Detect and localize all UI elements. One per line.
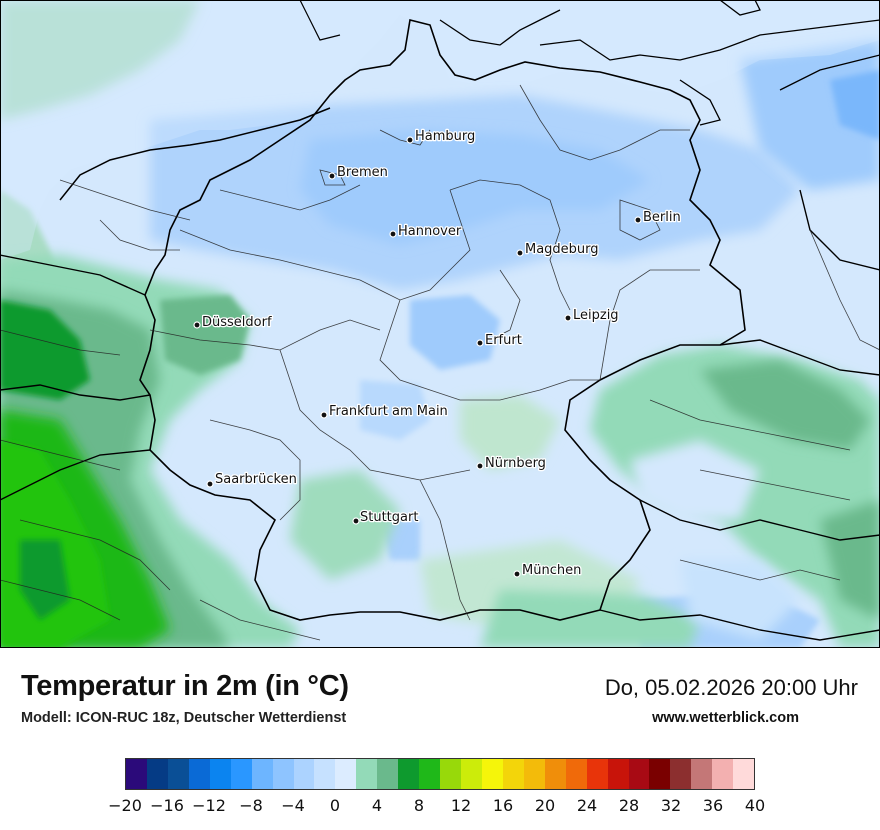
colorbar-swatch: [126, 759, 147, 789]
colorbar-swatch: [356, 759, 378, 789]
website-link[interactable]: www.wetterblick.com: [652, 710, 799, 726]
colorbar-swatch: [293, 759, 315, 789]
colorbar-swatch: [586, 759, 608, 789]
colorbar-tick-label: 36: [702, 796, 724, 815]
colorbar-tick-label: 40: [744, 796, 766, 815]
colorbar-swatch: [272, 759, 294, 789]
colorbar-tick-label: 24: [576, 796, 598, 815]
city-leipzig: Leipzig: [564, 307, 620, 324]
colorbar-swatch: [733, 759, 755, 789]
colorbar-swatch: [335, 759, 357, 789]
colorbar-swatch: [167, 759, 189, 789]
city-label: Saarbrücken: [215, 472, 297, 487]
city-hamburg: Hamburg: [406, 128, 477, 145]
colorbar-tick-label: 32: [660, 796, 682, 815]
city-marker: [328, 172, 336, 180]
city-label: Berlin: [643, 210, 681, 225]
colorbar-swatch: [419, 759, 441, 789]
colorbar-tick-label: 12: [450, 796, 472, 815]
city-marker: [406, 136, 414, 144]
city-marker: [634, 216, 642, 224]
colorbar-swatch: [565, 759, 587, 789]
city-marker: [193, 321, 201, 329]
city-label: Düsseldorf: [202, 315, 272, 330]
colorbar-tick-label: −20: [108, 796, 142, 815]
temperature-map: Hamburg Bremen Berlin Hannover Magdeburg…: [0, 0, 880, 648]
model-info: Modell: ICON-RUC 18z, Deutscher Wetterdi…: [21, 710, 347, 726]
city-marker: [513, 570, 521, 578]
colorbar-swatch: [544, 759, 566, 789]
city-saarbruecken: Saarbrücken: [206, 471, 298, 488]
colorbar-tick-label: 16: [492, 796, 514, 815]
colorbar-swatch: [440, 759, 461, 789]
city-muenchen: München: [513, 562, 583, 579]
city-marker: [320, 411, 328, 419]
colorbar-swatch: [377, 759, 399, 789]
city-label: Hannover: [398, 224, 462, 239]
forecast-datetime: Do, 05.02.2026 20:00 Uhr: [604, 675, 858, 700]
colorbar-swatch: [188, 759, 210, 789]
colorbar-swatch: [461, 759, 482, 789]
map-footer: Temperatur in 2m (in °C) Modell: ICON-RU…: [0, 648, 880, 830]
city-label: Magdeburg: [525, 242, 599, 257]
colorbar-swatch: [523, 759, 545, 789]
city-magdeburg: Magdeburg: [516, 241, 600, 258]
city-erfurt: Erfurt: [476, 332, 523, 349]
colorbar-swatch: [691, 759, 713, 789]
city-label: München: [522, 563, 581, 578]
map-graphic: Hamburg Bremen Berlin Hannover Magdeburg…: [0, 0, 880, 648]
colorbar-ticks: −20 −16 −12 −8 −4 0 4 8 12 16 20 24 28 32 36 40: [108, 796, 765, 818]
colorbar-tick-label: −8: [239, 796, 263, 815]
city-marker: [476, 339, 484, 347]
colorbar-tick-label: 20: [534, 796, 556, 815]
map-title: Temperatur in 2m (in °C): [21, 670, 349, 702]
city-berlin: Berlin: [634, 209, 682, 226]
colorbar-tick-label: 0: [329, 796, 341, 815]
colorbar-swatch: [209, 759, 231, 789]
colorbar-swatch: [607, 759, 629, 789]
city-label: Frankfurt am Main: [329, 404, 448, 419]
temperature-colorbar: [125, 758, 755, 790]
city-label: Erfurt: [485, 333, 522, 348]
colorbar-swatch: [314, 759, 336, 789]
city-bremen: Bremen: [328, 164, 389, 181]
city-hannover: Hannover: [389, 223, 463, 240]
colorbar-swatch: [251, 759, 273, 789]
city-marker: [476, 462, 484, 470]
colorbar-tick-label: 8: [413, 796, 425, 815]
colorbar-tick-label: −4: [281, 796, 305, 815]
colorbar-swatch: [649, 759, 671, 789]
city-marker: [564, 314, 572, 322]
city-marker: [516, 249, 524, 257]
city-frankfurt-am-main: Frankfurt am Main: [320, 403, 449, 420]
city-label: Bremen: [337, 165, 388, 180]
colorbar-tick-label: −16: [150, 796, 184, 815]
colorbar-swatch: [628, 759, 650, 789]
city-label: Leipzig: [573, 308, 619, 323]
city-label: Nürnberg: [485, 456, 546, 471]
colorbar-swatch: [146, 759, 168, 789]
city-marker: [352, 517, 360, 525]
colorbar-swatch: [230, 759, 252, 789]
colorbar-tick-label: 28: [618, 796, 640, 815]
city-marker: [389, 230, 397, 238]
colorbar-swatch: [398, 759, 420, 789]
city-duesseldorf: Düsseldorf: [193, 314, 273, 331]
colorbar-tick-label: −12: [192, 796, 226, 815]
city-nuernberg: Nürnberg: [476, 455, 547, 472]
colorbar-tick-label: 4: [371, 796, 383, 815]
colorbar-swatch: [712, 759, 734, 789]
city-label: Hamburg: [415, 129, 475, 144]
colorbar-swatch: [481, 759, 503, 789]
colorbar-swatch: [670, 759, 692, 789]
city-stuttgart: Stuttgart: [352, 509, 420, 526]
city-marker: [206, 480, 214, 488]
colorbar-swatch: [502, 759, 524, 789]
city-label: Stuttgart: [360, 510, 418, 525]
